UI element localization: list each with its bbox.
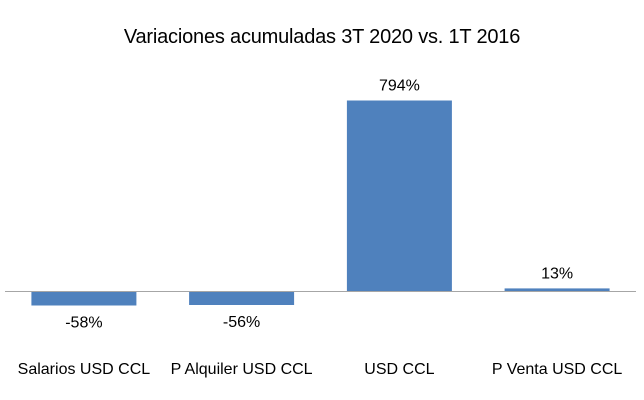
category-label-3: P Venta USD CCL [492, 361, 623, 378]
data-label-1: -56% [223, 314, 260, 331]
category-label-2: USD CCL [364, 361, 434, 378]
category-label-1: P Alquiler USD CCL [171, 361, 313, 378]
chart-title: Variaciones acumuladas 3T 2020 vs. 1T 20… [123, 26, 521, 48]
bar-0 [31, 291, 137, 306]
data-label-2: 794% [379, 78, 420, 95]
category-label-0: Salarios USD CCL [18, 361, 151, 378]
data-label-0: -58% [65, 315, 102, 332]
bar-3 [504, 288, 610, 292]
bars-group [31, 100, 610, 306]
data-labels-group: -58% -56% 794% 13% [65, 78, 573, 332]
category-labels-group: Salarios USD CCL P Alquiler USD CCL USD CC… [18, 361, 623, 378]
data-label-3: 13% [541, 265, 573, 282]
bar-1 [189, 291, 295, 305]
bar-2 [346, 100, 452, 292]
